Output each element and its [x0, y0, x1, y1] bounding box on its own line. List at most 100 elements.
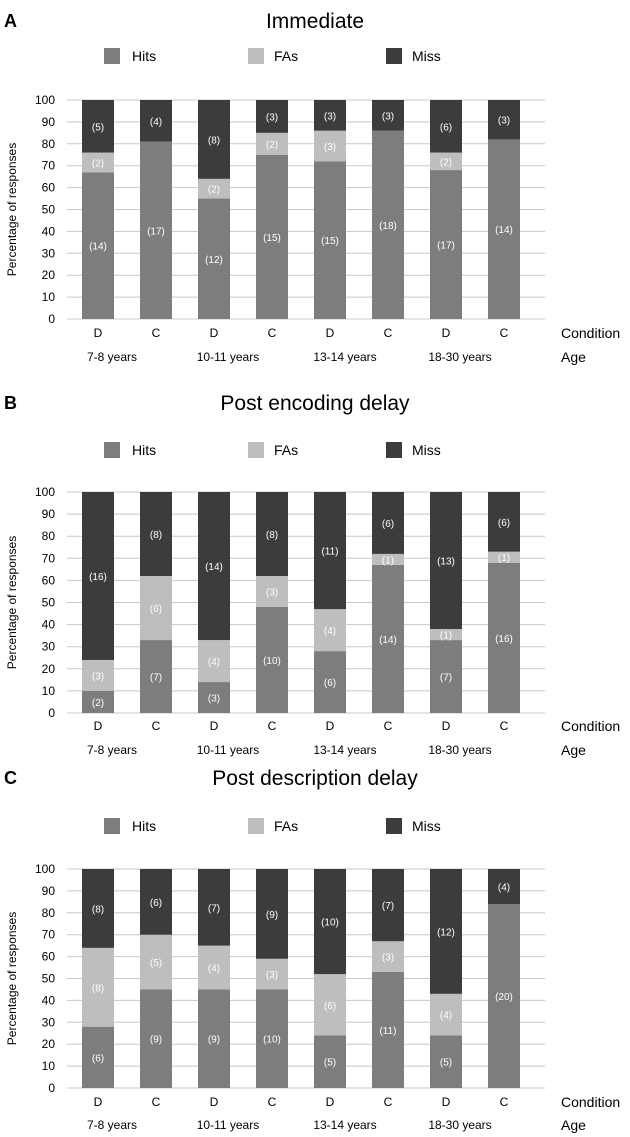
chart-title: Post description delay	[212, 767, 418, 790]
bar-segment-hits	[372, 130, 404, 319]
bar-segment-miss	[198, 492, 230, 641]
bar-segment-fas	[82, 152, 114, 173]
age-group-label: 18-30 years	[428, 743, 491, 757]
y-tick-label: 20	[42, 1037, 56, 1051]
bar-segment-miss	[314, 100, 346, 131]
y-tick-label: 0	[48, 1081, 55, 1095]
legend-swatch-fas	[248, 818, 264, 834]
y-tick-label: 30	[42, 246, 56, 260]
bar-segment-fas	[82, 659, 114, 691]
data-label: (5)	[150, 958, 162, 969]
data-label: (3)	[266, 587, 278, 598]
bar-segment-fas	[198, 640, 230, 683]
bar-segment-miss	[82, 100, 114, 153]
bar-segment-fas	[488, 551, 520, 563]
age-group-label: 7-8 years	[87, 1118, 137, 1132]
data-label: (15)	[263, 233, 281, 244]
x-tick-label: C	[500, 719, 509, 733]
y-tick-label: 20	[42, 268, 56, 282]
y-tick-label: 20	[42, 662, 56, 676]
y-tick-label: 40	[42, 224, 56, 238]
data-label: (1)	[382, 555, 394, 566]
data-label: (15)	[321, 236, 339, 247]
bar-segment-miss	[256, 492, 288, 576]
bar-segment-miss	[488, 869, 520, 905]
y-tick-label: 70	[42, 159, 56, 173]
bar-segment-miss	[82, 869, 114, 948]
bar-segment-hits	[314, 161, 346, 319]
data-label: (6)	[150, 604, 162, 615]
data-label: (4)	[208, 964, 220, 975]
y-tick-label: 100	[35, 862, 55, 876]
bar-segment-miss	[198, 869, 230, 946]
bar-segment-hits	[256, 606, 288, 713]
bar-segment-fas	[256, 132, 288, 155]
legend-label: Miss	[412, 442, 441, 458]
data-label: (11)	[379, 1026, 396, 1037]
bar-segment-hits	[140, 640, 172, 713]
legend-label: Hits	[132, 818, 156, 834]
data-label: (10)	[263, 656, 281, 667]
y-tick-label: 10	[42, 1059, 56, 1073]
bar-segment-hits	[430, 640, 462, 713]
data-label: (5)	[324, 1058, 336, 1069]
x-tick-label: D	[210, 1095, 219, 1109]
data-label: (4)	[150, 117, 162, 128]
x-tick-label: C	[268, 1095, 277, 1109]
bar-segment-fas	[198, 178, 230, 199]
bar-segment-hits	[314, 651, 346, 713]
bar-segment-miss	[430, 100, 462, 153]
bar-segment-hits	[198, 682, 230, 713]
data-label: (4)	[208, 657, 220, 668]
age-group-label: 13-14 years	[313, 350, 376, 364]
data-label: (6)	[440, 122, 452, 133]
data-label: (17)	[437, 241, 455, 252]
bar-segment-miss	[372, 492, 404, 554]
bar-segment-miss	[372, 869, 404, 942]
data-label: (8)	[266, 530, 278, 541]
bar-segment-miss	[372, 100, 404, 131]
age-row-label: Age	[561, 742, 586, 758]
condition-row-label: Condition	[561, 1094, 620, 1110]
data-label: (9)	[208, 1035, 220, 1046]
legend-label: Hits	[132, 48, 156, 64]
x-tick-label: D	[326, 719, 335, 733]
age-group-label: 7-8 years	[87, 743, 137, 757]
legend-swatch-miss	[386, 442, 402, 458]
data-label: (2)	[440, 157, 452, 168]
bar-segment-fas	[256, 958, 288, 990]
y-tick-label: 50	[42, 203, 56, 217]
bar-segment-fas	[256, 575, 288, 607]
data-label: (6)	[324, 1001, 336, 1012]
y-tick-label: 50	[42, 972, 56, 986]
bar-segment-hits	[82, 690, 114, 713]
bar-segment-hits	[314, 1035, 346, 1088]
bar-segment-fas	[198, 945, 230, 990]
data-label: (14)	[205, 562, 223, 573]
y-tick-label: 60	[42, 181, 56, 195]
data-label: (9)	[150, 1035, 162, 1046]
age-row-label: Age	[561, 349, 586, 365]
data-label: (2)	[92, 698, 104, 709]
age-group-label: 18-30 years	[428, 350, 491, 364]
bar-segment-hits	[488, 139, 520, 319]
legend-swatch-hits	[104, 818, 120, 834]
chart-title: Immediate	[266, 10, 364, 33]
y-tick-label: 50	[42, 596, 56, 610]
panel-letter: A	[4, 11, 17, 31]
bar-segment-fas	[314, 974, 346, 1036]
bar-segment-hits	[488, 562, 520, 713]
x-tick-label: D	[94, 326, 103, 340]
y-tick-label: 0	[48, 312, 55, 326]
y-tick-label: 30	[42, 1015, 56, 1029]
data-label: (2)	[92, 158, 104, 169]
panel-letter: B	[4, 393, 17, 413]
y-tick-label: 60	[42, 573, 56, 587]
bar-segment-miss	[198, 100, 230, 179]
bar-segment-fas	[430, 993, 462, 1036]
data-label: (11)	[321, 547, 338, 558]
data-label: (3)	[324, 111, 336, 122]
data-label: (3)	[382, 111, 394, 122]
bar-segment-fas	[430, 629, 462, 641]
bar-segment-fas	[140, 575, 172, 641]
